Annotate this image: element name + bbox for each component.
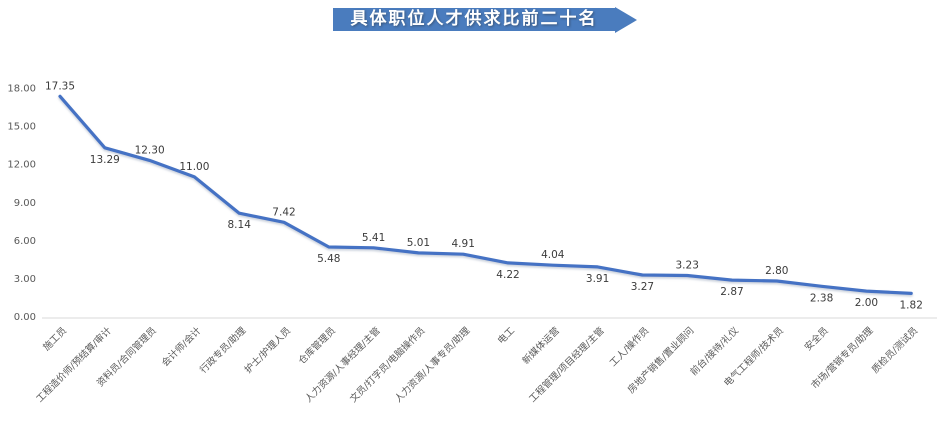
category-label: 安全员 bbox=[802, 325, 831, 354]
category-label: 人力资源/人事专员/助理 bbox=[392, 324, 473, 405]
category-label: 施工员 bbox=[40, 325, 69, 354]
data-label: 2.80 bbox=[765, 265, 788, 277]
y-axis-tick-label: 6.00 bbox=[14, 236, 36, 247]
chart-title-banner: 具体职位人才供求比前二十名 bbox=[333, 6, 637, 33]
data-label: 5.41 bbox=[362, 232, 385, 244]
data-label: 2.38 bbox=[810, 292, 833, 304]
category-label: 人力资源/人事经理/主管 bbox=[303, 325, 383, 405]
y-axis-tick-label: 3.00 bbox=[14, 274, 36, 285]
y-axis-tick-label: 0.00 bbox=[14, 312, 36, 323]
data-label: 3.27 bbox=[631, 281, 654, 293]
data-label: 12.30 bbox=[135, 144, 165, 156]
category-label: 行政专员/助理 bbox=[197, 324, 248, 375]
y-axis-tick-label: 12.00 bbox=[7, 160, 36, 171]
category-label: 新媒体运营 bbox=[520, 325, 562, 367]
series-line bbox=[58, 94, 913, 295]
category-label: 仓库管理员 bbox=[296, 325, 338, 367]
category-label: 护士/护理人员 bbox=[242, 325, 293, 376]
category-label: 会计师/会计 bbox=[159, 324, 204, 369]
data-label: 3.91 bbox=[586, 273, 609, 285]
data-label: 8.14 bbox=[228, 219, 252, 231]
data-label: 17.35 bbox=[45, 80, 75, 92]
y-axis-tick-label: 15.00 bbox=[7, 122, 36, 133]
banner-arrow-icon bbox=[615, 6, 637, 33]
data-label: 4.91 bbox=[452, 238, 475, 250]
data-label: 11.00 bbox=[179, 161, 209, 173]
data-label: 7.42 bbox=[272, 206, 295, 218]
y-axis-tick-label: 9.00 bbox=[14, 198, 36, 209]
category-label: 文员/打字员/电脑操作员 bbox=[347, 325, 427, 405]
chart-title: 具体职位人才供求比前二十名 bbox=[350, 9, 598, 29]
category-label: 工程管理/项目经理/主管 bbox=[527, 325, 607, 405]
data-label: 2.00 bbox=[855, 297, 878, 309]
data-label: 4.04 bbox=[541, 249, 565, 261]
category-label: 工人/操作员 bbox=[607, 325, 651, 369]
data-label: 13.29 bbox=[90, 154, 120, 166]
y-axis-tick-label: 18.00 bbox=[7, 84, 36, 95]
category-label: 电工 bbox=[495, 324, 517, 346]
data-label: 5.01 bbox=[407, 237, 430, 249]
category-label: 工程造价师/预结算/审计 bbox=[34, 324, 115, 405]
data-label: 3.23 bbox=[676, 260, 699, 272]
data-label: 2.87 bbox=[720, 286, 743, 298]
data-label: 5.48 bbox=[317, 253, 340, 265]
category-label: 质检员/测试员 bbox=[869, 325, 920, 376]
data-label: 1.82 bbox=[900, 299, 923, 311]
data-label: 4.22 bbox=[496, 269, 519, 281]
